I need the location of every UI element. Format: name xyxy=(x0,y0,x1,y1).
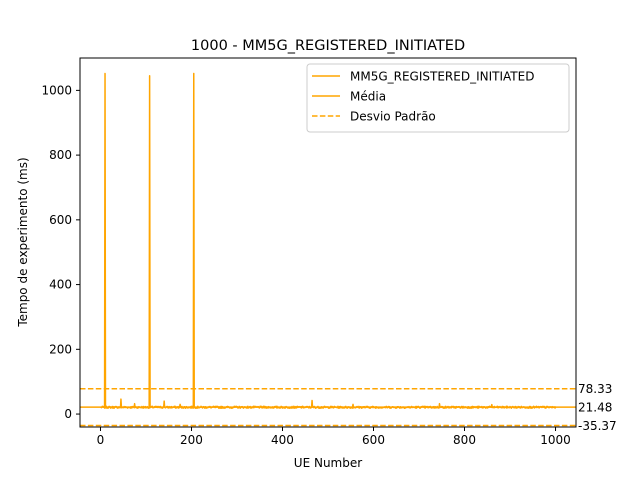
y-tick-label: 800 xyxy=(49,148,72,162)
x-tick-label: 1000 xyxy=(540,433,571,447)
x-tick-label: 200 xyxy=(180,433,203,447)
y-axis-label: Tempo de experimento (ms) xyxy=(16,157,30,327)
x-axis-label: UE Number xyxy=(294,456,362,470)
y-tick-label: 1000 xyxy=(41,83,72,97)
legend-label: Desvio Padrão xyxy=(350,110,436,124)
chart-title: 1000 - MM5G_REGISTERED_INITIATED xyxy=(191,38,465,54)
x-tick-label: 400 xyxy=(271,433,294,447)
legend-label: MM5G_REGISTERED_INITIATED xyxy=(350,70,534,84)
y-tick-label: 200 xyxy=(49,342,72,356)
legend: MM5G_REGISTERED_INITIATED Média Desvio Pad… xyxy=(306,63,570,133)
value-annotation: 21.48 xyxy=(578,401,612,415)
y-tick-label: 600 xyxy=(49,213,72,227)
value-annotation: 78.33 xyxy=(578,382,612,396)
x-tick-label: 800 xyxy=(453,433,476,447)
value-annotations: 78.33 21.48 -35.37 xyxy=(578,382,617,433)
x-tick-label: 600 xyxy=(362,433,385,447)
y-tick-label: 400 xyxy=(49,278,72,292)
value-annotation: -35.37 xyxy=(578,419,617,433)
legend-label: Média xyxy=(350,90,386,104)
y-axis: 0 200 400 600 800 1000 xyxy=(41,83,80,421)
plot-lines xyxy=(80,72,576,427)
plot-frame xyxy=(79,57,577,428)
x-axis: 0 200 400 600 800 1000 xyxy=(97,427,571,447)
x-tick-label: 0 xyxy=(97,433,105,447)
legend-box xyxy=(306,63,570,133)
y-tick-label: 0 xyxy=(64,407,72,421)
